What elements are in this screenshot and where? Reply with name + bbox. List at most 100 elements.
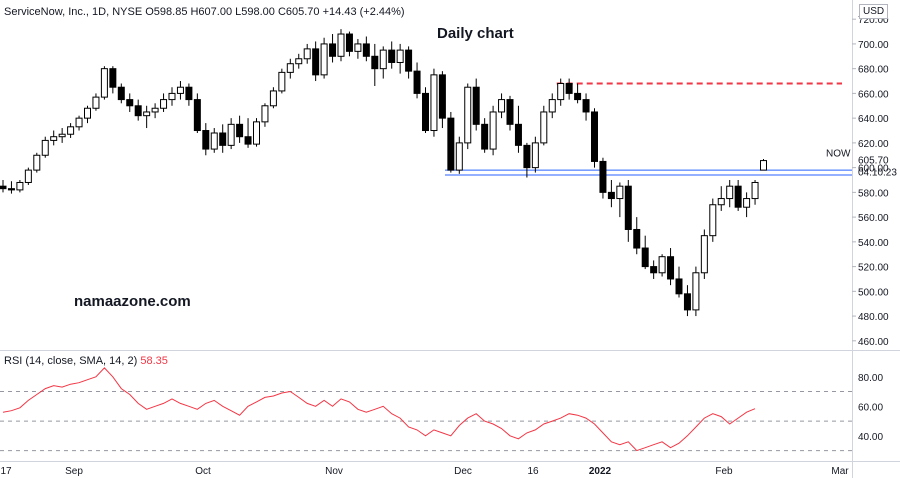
candle-body <box>405 49 413 72</box>
candle-body <box>33 154 41 171</box>
candle-body <box>193 99 201 132</box>
candle-body <box>100 68 108 98</box>
candle-body <box>599 160 607 193</box>
time-axis-label: 2022 <box>589 466 612 477</box>
candle-body <box>489 111 497 150</box>
candle-body <box>472 86 480 125</box>
candle-body <box>700 235 708 274</box>
symbol-header: ServiceNow, Inc., 1D, NYSE O598.85 H607.… <box>4 6 405 18</box>
candle-body <box>540 111 548 144</box>
price-tick-label: 600.00 <box>858 164 889 175</box>
time-axis-label: Mar <box>831 466 849 477</box>
candle-body <box>531 142 539 169</box>
chart-title: Daily chart <box>437 25 514 42</box>
candle-body <box>667 256 675 280</box>
rsi-label: RSI (14, close, SMA, 14, 2) <box>4 355 138 367</box>
candle-body <box>295 58 303 65</box>
candle-body <box>67 126 75 135</box>
candle-body <box>591 111 598 162</box>
price-tick-label: 720.00 <box>858 15 889 26</box>
candle-body <box>514 123 522 146</box>
candle-body <box>210 132 218 150</box>
price-change: +14.43 (+2.44%) <box>322 6 405 18</box>
candle-body <box>160 99 168 109</box>
time-axis-label: 17 <box>0 466 12 477</box>
candle-body <box>624 185 632 230</box>
candle-body <box>0 185 7 190</box>
candle-body <box>548 99 556 113</box>
price-tick-label: 700.00 <box>858 40 889 51</box>
candle-body <box>312 48 320 76</box>
candle-body <box>337 33 345 57</box>
candle-body <box>388 49 396 63</box>
price-tick-label: 500.00 <box>858 287 889 298</box>
candle-body <box>582 99 590 113</box>
candle-body <box>413 70 421 94</box>
candle-body <box>641 247 649 268</box>
candle-body <box>134 105 142 117</box>
candle-body <box>24 169 32 183</box>
rsi-tick-label: 40.00 <box>858 432 883 443</box>
candle-body <box>650 266 658 274</box>
candle-body <box>565 83 573 94</box>
candle-body <box>498 99 506 113</box>
candle-body <box>236 123 244 138</box>
rsi-tick-label: 80.00 <box>858 373 883 384</box>
candle-body <box>464 86 472 144</box>
candle-body <box>692 272 700 311</box>
candle-body <box>50 136 58 141</box>
candle-body <box>726 185 734 200</box>
candle-body <box>455 142 463 171</box>
candle-body <box>379 49 387 70</box>
candle-body <box>278 71 286 92</box>
candle-body <box>438 74 446 119</box>
symbol-line: ServiceNow, Inc., 1D, NYSE <box>4 6 143 18</box>
time-axis-label: Nov <box>325 466 343 477</box>
price-tick-label: 520.00 <box>858 263 889 274</box>
candle-body <box>751 181 759 200</box>
currency-label[interactable]: USD <box>859 4 889 19</box>
candle-body <box>303 48 311 60</box>
candle-body <box>447 117 455 171</box>
candle-body <box>126 99 134 107</box>
time-axis-label: 16 <box>527 466 539 477</box>
price-tick-label: 540.00 <box>858 238 889 249</box>
candle-body <box>16 181 24 191</box>
watermark: namaazone.com <box>74 293 191 310</box>
candle-body <box>422 92 429 132</box>
price-tick-label: 560.00 <box>858 213 889 224</box>
candle-body <box>269 90 277 107</box>
candle-body <box>658 256 666 274</box>
candle-body <box>430 74 438 132</box>
countdown-label: 04:10:23 <box>858 168 897 179</box>
candle-body <box>176 86 184 94</box>
candle-body <box>683 293 691 311</box>
candle-body <box>574 92 582 101</box>
time-axis-label: Feb <box>715 466 733 477</box>
candle-body <box>244 136 252 145</box>
price-tick-label: 680.00 <box>858 65 889 76</box>
candle-body <box>760 160 767 171</box>
candle-body <box>168 92 176 101</box>
candle-body <box>354 43 362 52</box>
now-label: NOW <box>826 149 851 160</box>
candle-body <box>717 198 725 206</box>
candle-body <box>84 107 91 119</box>
time-axis-label: Dec <box>454 466 472 477</box>
candle-body <box>320 43 328 76</box>
candle-body <box>286 63 294 73</box>
rsi-tick-label: 60.00 <box>858 402 883 413</box>
rsi-header: RSI (14, close, SMA, 14, 2) 58.35 <box>4 355 168 367</box>
candle-body <box>481 123 489 150</box>
candle-body <box>633 228 641 249</box>
candle-body <box>675 278 683 295</box>
candle-body <box>227 123 235 146</box>
rsi-series-line <box>2 367 756 452</box>
candle-body <box>202 130 210 150</box>
candle-body <box>185 86 193 101</box>
ohlc-values: O598.85 H607.00 L598.00 C605.70 <box>145 6 320 18</box>
candle-body <box>7 188 15 191</box>
candle-body <box>261 105 269 123</box>
candle-body <box>92 96 100 109</box>
candle-body <box>143 111 151 117</box>
